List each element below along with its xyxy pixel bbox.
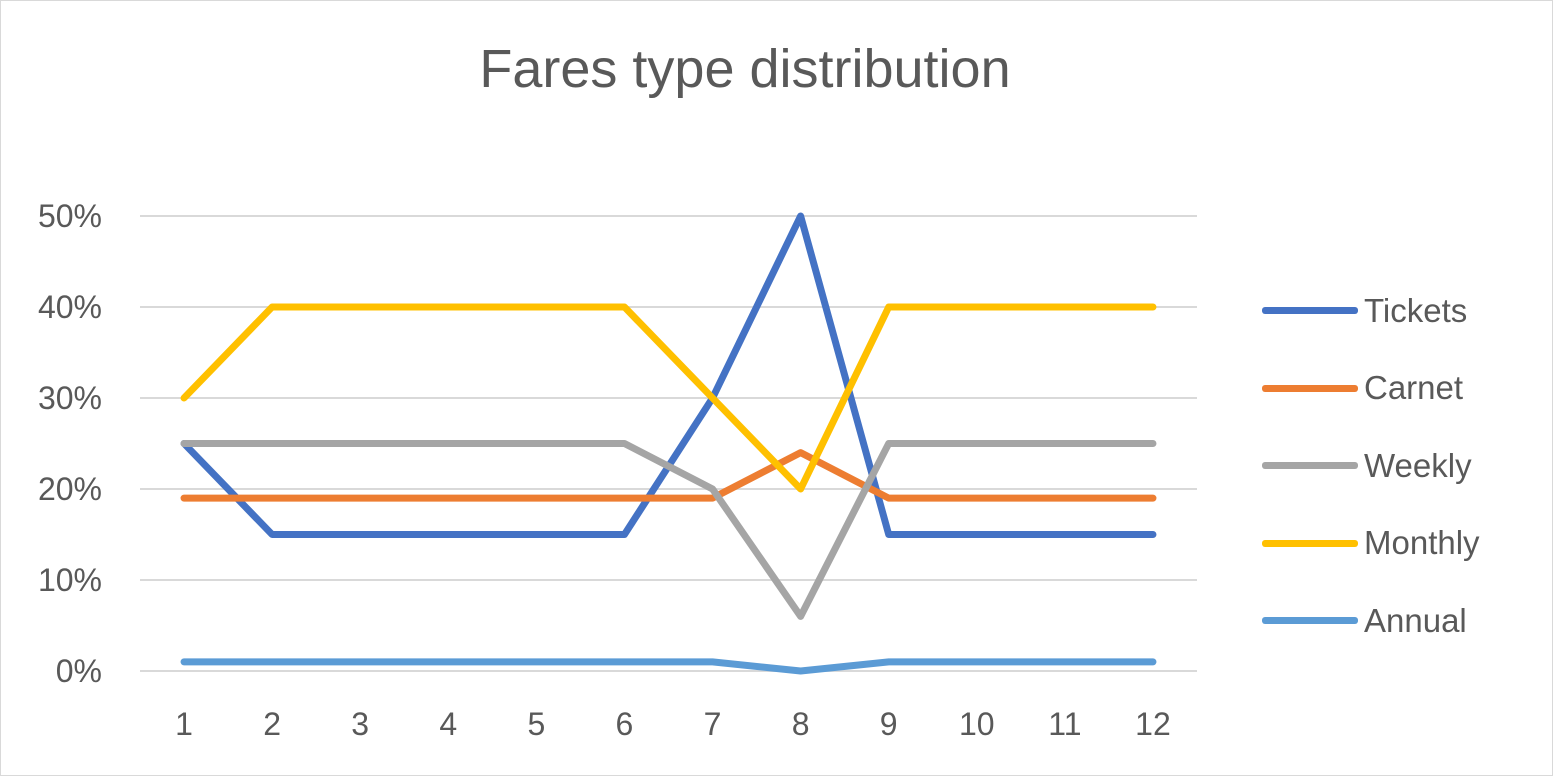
x-tick-label: 9: [880, 706, 898, 742]
legend-swatch: [1262, 462, 1358, 470]
legend-item-carnet: Carnet: [1262, 350, 1480, 428]
x-tick-label: 6: [616, 706, 634, 742]
x-tick-label: 8: [792, 706, 810, 742]
x-tick-label: 5: [527, 706, 545, 742]
y-tick-label: 30%: [38, 380, 102, 416]
x-tick-label: 12: [1135, 706, 1171, 742]
legend-label: Weekly: [1364, 446, 1472, 484]
legend-label: Monthly: [1364, 524, 1480, 562]
x-tick-label: 1: [175, 706, 193, 742]
legend-item-annual: Annual: [1262, 582, 1480, 660]
legend-label: Annual: [1364, 601, 1467, 639]
x-tick-label: 10: [959, 706, 995, 742]
chart-title: Fares type distribution: [479, 39, 1011, 99]
y-tick-label: 0%: [56, 653, 102, 689]
legend-label: Tickets: [1364, 291, 1468, 329]
y-tick-label: 50%: [38, 198, 102, 234]
legend: Tickets Carnet Weekly Monthly Annual: [1262, 272, 1480, 660]
y-tick-label: 10%: [38, 562, 102, 598]
legend-swatch: [1262, 307, 1358, 315]
legend-item-weekly: Weekly: [1262, 427, 1480, 505]
x-tick-label: 4: [439, 706, 457, 742]
x-tick-label: 3: [351, 706, 369, 742]
x-tick-label: 11: [1048, 706, 1081, 742]
y-tick-label: 20%: [38, 471, 102, 507]
legend-swatch: [1262, 384, 1358, 392]
series-line-carnet: [180, 449, 1157, 502]
series-line-tickets: [180, 212, 1157, 538]
y-tick-label: 40%: [38, 289, 102, 325]
series-line-annual: [180, 658, 1157, 675]
legend-swatch: [1262, 617, 1358, 625]
legend-label: Carnet: [1364, 369, 1464, 407]
series-line-weekly: [180, 440, 1157, 620]
x-tick-label: 2: [263, 706, 281, 742]
series-line-monthly: [180, 303, 1157, 493]
legend-item-tickets: Tickets: [1262, 272, 1480, 350]
legend-item-monthly: Monthly: [1262, 505, 1480, 583]
legend-swatch: [1262, 539, 1358, 547]
x-tick-label: 7: [704, 706, 722, 742]
